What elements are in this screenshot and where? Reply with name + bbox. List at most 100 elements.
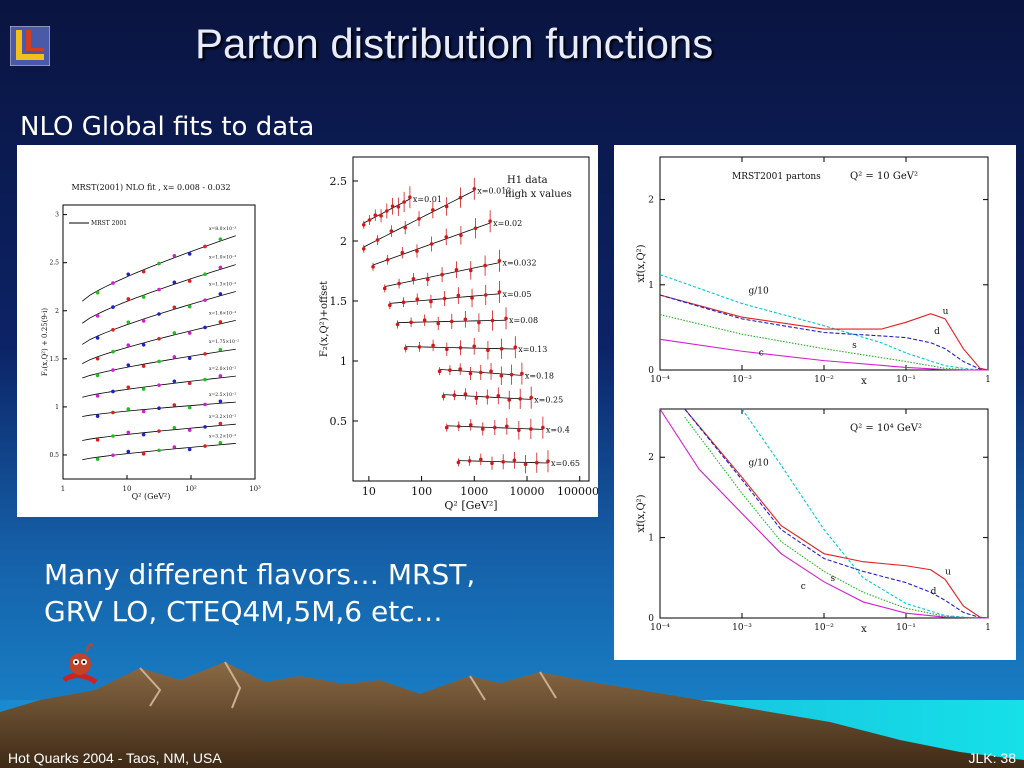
data-point	[218, 320, 223, 324]
data-point	[436, 321, 441, 326]
y-tick-label: 2.5	[49, 260, 59, 267]
data-point	[157, 383, 161, 387]
data-point	[454, 268, 459, 272]
parton-curve-d	[684, 408, 989, 619]
data-point	[425, 277, 430, 282]
x-tick-label: 10	[362, 485, 376, 498]
data-point	[445, 347, 449, 352]
data-point	[172, 280, 177, 285]
data-point	[437, 369, 442, 373]
x-tick-label: 10⁻⁴	[650, 623, 670, 633]
data-point	[456, 293, 461, 298]
plot-frame	[62, 204, 256, 480]
x-tick-label: 10²	[185, 485, 197, 493]
series-label: x=2.5×10⁻²	[209, 392, 236, 398]
x-axis-label: x	[861, 376, 867, 387]
data-point	[187, 356, 192, 361]
plot-frame	[352, 156, 590, 482]
y-tick-label: 2	[648, 196, 654, 206]
data-point	[203, 425, 207, 429]
data-point	[463, 317, 468, 322]
series-label: x=0.032	[502, 259, 536, 268]
data-point	[463, 392, 468, 396]
y-tick-label: 3	[55, 212, 59, 219]
data-point	[126, 297, 131, 301]
y-axis-label: F₂(x,Q²)+offset	[319, 281, 330, 357]
data-point	[397, 281, 401, 286]
data-point	[534, 460, 539, 465]
x-tick-label: 100	[411, 485, 432, 498]
y-tick-label: 1.5	[49, 356, 59, 363]
data-point	[470, 296, 474, 300]
data-point	[361, 247, 366, 251]
data-point	[485, 395, 490, 399]
y-tick-label: 0.5	[330, 415, 348, 428]
data-point	[218, 421, 223, 426]
data-point	[499, 373, 504, 378]
data-point	[367, 218, 372, 222]
series-label: x=3.2×10⁻²	[209, 433, 236, 439]
data-point	[496, 394, 501, 398]
footer-conference: Hot Quarks 2004 - Taos, NM, USA	[8, 750, 222, 766]
data-point	[429, 299, 433, 304]
data-point	[483, 293, 488, 297]
series-label: x=2.0×10⁻²	[209, 366, 236, 372]
data-point	[218, 265, 223, 270]
data-point	[513, 345, 518, 349]
data-point	[385, 209, 389, 213]
data-point	[486, 348, 490, 352]
data-point	[157, 336, 161, 341]
series-label: x=0.013	[477, 187, 511, 196]
series-label: x=0.4	[546, 425, 570, 434]
data-point	[203, 444, 207, 448]
data-point	[478, 370, 483, 375]
y-tick-label: 1	[648, 281, 654, 291]
plot-frame	[659, 156, 989, 371]
x-axis-label: x	[861, 624, 867, 635]
series-label: x=0.05	[502, 290, 531, 299]
x-tick-label: 10⁻¹	[896, 623, 916, 633]
data-point	[518, 397, 523, 401]
y-axis-label: xf(x,Q²)	[636, 494, 647, 532]
data-point	[95, 373, 100, 378]
data-point	[507, 398, 512, 402]
chart-title: MRST2001 partons	[732, 172, 821, 182]
body-line-1: Many different flavors… MRST,	[44, 558, 476, 591]
data-point	[157, 448, 161, 453]
data-point	[483, 263, 487, 268]
data-point	[529, 427, 533, 431]
y-axis-label: xf(x,Q²)	[636, 244, 647, 282]
series-label: x=0.01	[413, 195, 442, 204]
data-point	[385, 257, 390, 262]
data-point	[390, 204, 395, 208]
data-point	[497, 259, 502, 263]
data-point	[396, 205, 401, 209]
y-axis-label: F₂(x,Q²) + 0.25(9-i)	[41, 308, 49, 377]
data-point	[111, 434, 115, 438]
series-label-u: u	[943, 307, 949, 317]
data-point	[172, 445, 177, 449]
data-point	[442, 296, 447, 301]
data-point	[468, 371, 473, 376]
data-point	[111, 368, 115, 372]
x-axis-label: Q² [GeV²]	[444, 499, 497, 512]
x-tick-label: 10³	[249, 485, 261, 493]
series-label: x=0.08	[509, 316, 538, 325]
data-point	[141, 452, 146, 456]
data-point	[431, 208, 435, 212]
data-point	[157, 429, 161, 433]
data-point	[141, 342, 146, 347]
data-point	[415, 297, 420, 301]
data-point	[126, 320, 131, 325]
left-figure-panel: MRST(2001) NLO fit , x= 0.008 - 0.032 1 10…	[17, 145, 598, 517]
data-point	[417, 217, 421, 221]
data-point	[218, 374, 223, 378]
data-point	[422, 318, 427, 322]
y-tick-label: 1	[648, 534, 654, 544]
data-point	[497, 290, 502, 294]
data-point	[441, 394, 446, 399]
parton-curve-u	[659, 294, 989, 371]
data-point	[467, 459, 472, 463]
